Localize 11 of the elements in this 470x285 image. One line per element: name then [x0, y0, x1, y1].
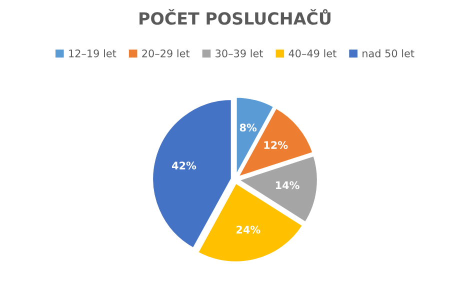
data-label: 12%	[264, 141, 288, 149]
data-label: 14%	[276, 181, 300, 190]
chart-title: POČET POSLUCHAČŮ	[140, 9, 330, 25]
legend-label: 30–39 let	[216, 49, 263, 58]
data-label: 8%	[240, 124, 257, 132]
legend-label: nad 50 let	[362, 49, 414, 58]
legend-label: 12–19 let	[69, 49, 116, 58]
legend-label: 20–29 let	[142, 49, 190, 58]
data-label: 42%	[172, 162, 196, 170]
data-label: 24%	[236, 226, 260, 234]
legend-label: 40–49 let	[288, 49, 336, 58]
